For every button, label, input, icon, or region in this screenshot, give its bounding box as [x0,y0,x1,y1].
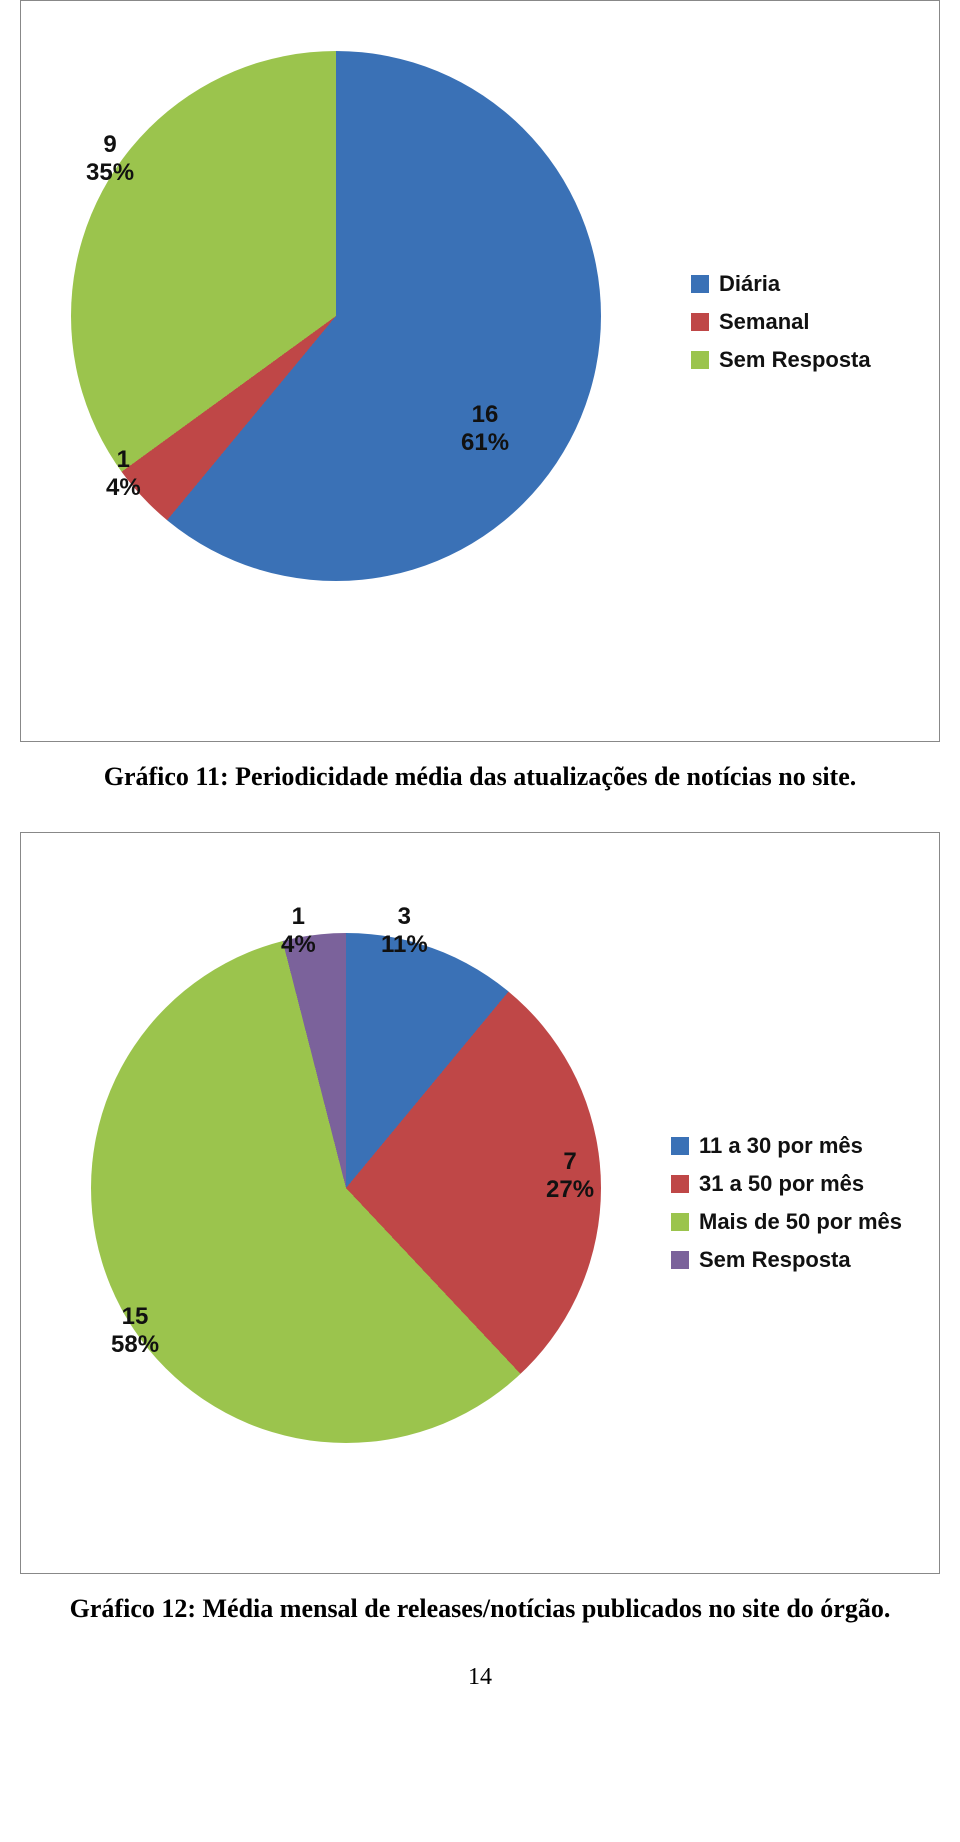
chart-12-pie [91,933,601,1443]
slice-percent: 35% [86,159,134,186]
slice-count: 3 [398,903,411,930]
legend-label: Sem Resposta [719,347,871,373]
pie-chart-12 [91,933,601,1443]
legend-label: Mais de 50 por mês [699,1209,902,1235]
chart-12-box: 311% 727% 1558% 14% 11 a 30 por mês 31 a 50 … [20,832,940,1574]
legend-item: Mais de 50 por mês [671,1209,902,1235]
slice-data-label: 727% [546,1148,594,1203]
slice-percent: 11% [381,931,428,958]
legend-item: 31 a 50 por mês [671,1171,902,1197]
legend-item: Diária [691,271,871,297]
legend-swatch [691,351,709,369]
slice-count: 9 [103,131,116,158]
slice-count: 1 [117,446,130,473]
slice-count: 7 [563,1148,576,1175]
legend-swatch [671,1137,689,1155]
slice-data-label: 935% [86,131,134,186]
slice-data-label: 1558% [111,1303,159,1358]
legend-item: Semanal [691,309,871,335]
chart-12-legend: 11 a 30 por mês 31 a 50 por mês Mais de 50… [671,1133,902,1273]
chart-11-box: 1661% 14% 935% Diária Semanal Sem Resposta [20,0,940,742]
slice-data-label: 311% [381,903,428,958]
slice-data-label: 14% [281,903,316,958]
legend-label: Semanal [719,309,810,335]
chart-11-caption: Gráfico 11: Periodicidade média das atua… [20,762,940,792]
chart-11-pie [71,51,601,581]
page: 1661%14%935% DiáriaSemanalSem Resposta G… [0,0,960,1731]
legend-item: 11 a 30 por mês [671,1133,902,1159]
legend-label: 31 a 50 por mês [699,1171,864,1197]
page-number: 14 [20,1664,940,1691]
pie-chart-11 [71,51,601,581]
slice-percent: 27% [546,1176,594,1203]
legend-swatch [671,1251,689,1269]
chart-12-area: 311% 727% 1558% 14% 11 a 30 por mês 31 a 50 … [41,873,919,1513]
legend-item: Sem Resposta [671,1247,902,1273]
chart-11-legend: Diária Semanal Sem Resposta [691,271,871,373]
chart-12-caption: Gráfico 12: Média mensal de releases/not… [20,1594,940,1624]
legend-swatch [691,275,709,293]
slice-count: 1 [292,903,305,930]
slice-count: 15 [122,1303,149,1330]
legend-label: 11 a 30 por mês [699,1133,863,1159]
legend-label: Sem Resposta [699,1247,851,1273]
legend-label: Diária [719,271,780,297]
slice-percent: 4% [106,474,141,501]
slice-count: 16 [472,401,499,428]
legend-swatch [691,313,709,331]
chart-11-area: 1661% 14% 935% Diária Semanal Sem Resposta [41,41,919,681]
slice-percent: 58% [111,1331,159,1358]
legend-swatch [671,1175,689,1193]
slice-data-label: 14% [106,446,141,501]
slice-percent: 61% [461,429,509,456]
legend-swatch [671,1213,689,1231]
slice-percent: 4% [281,931,316,958]
slice-data-label: 1661% [461,401,509,456]
legend-item: Sem Resposta [691,347,871,373]
